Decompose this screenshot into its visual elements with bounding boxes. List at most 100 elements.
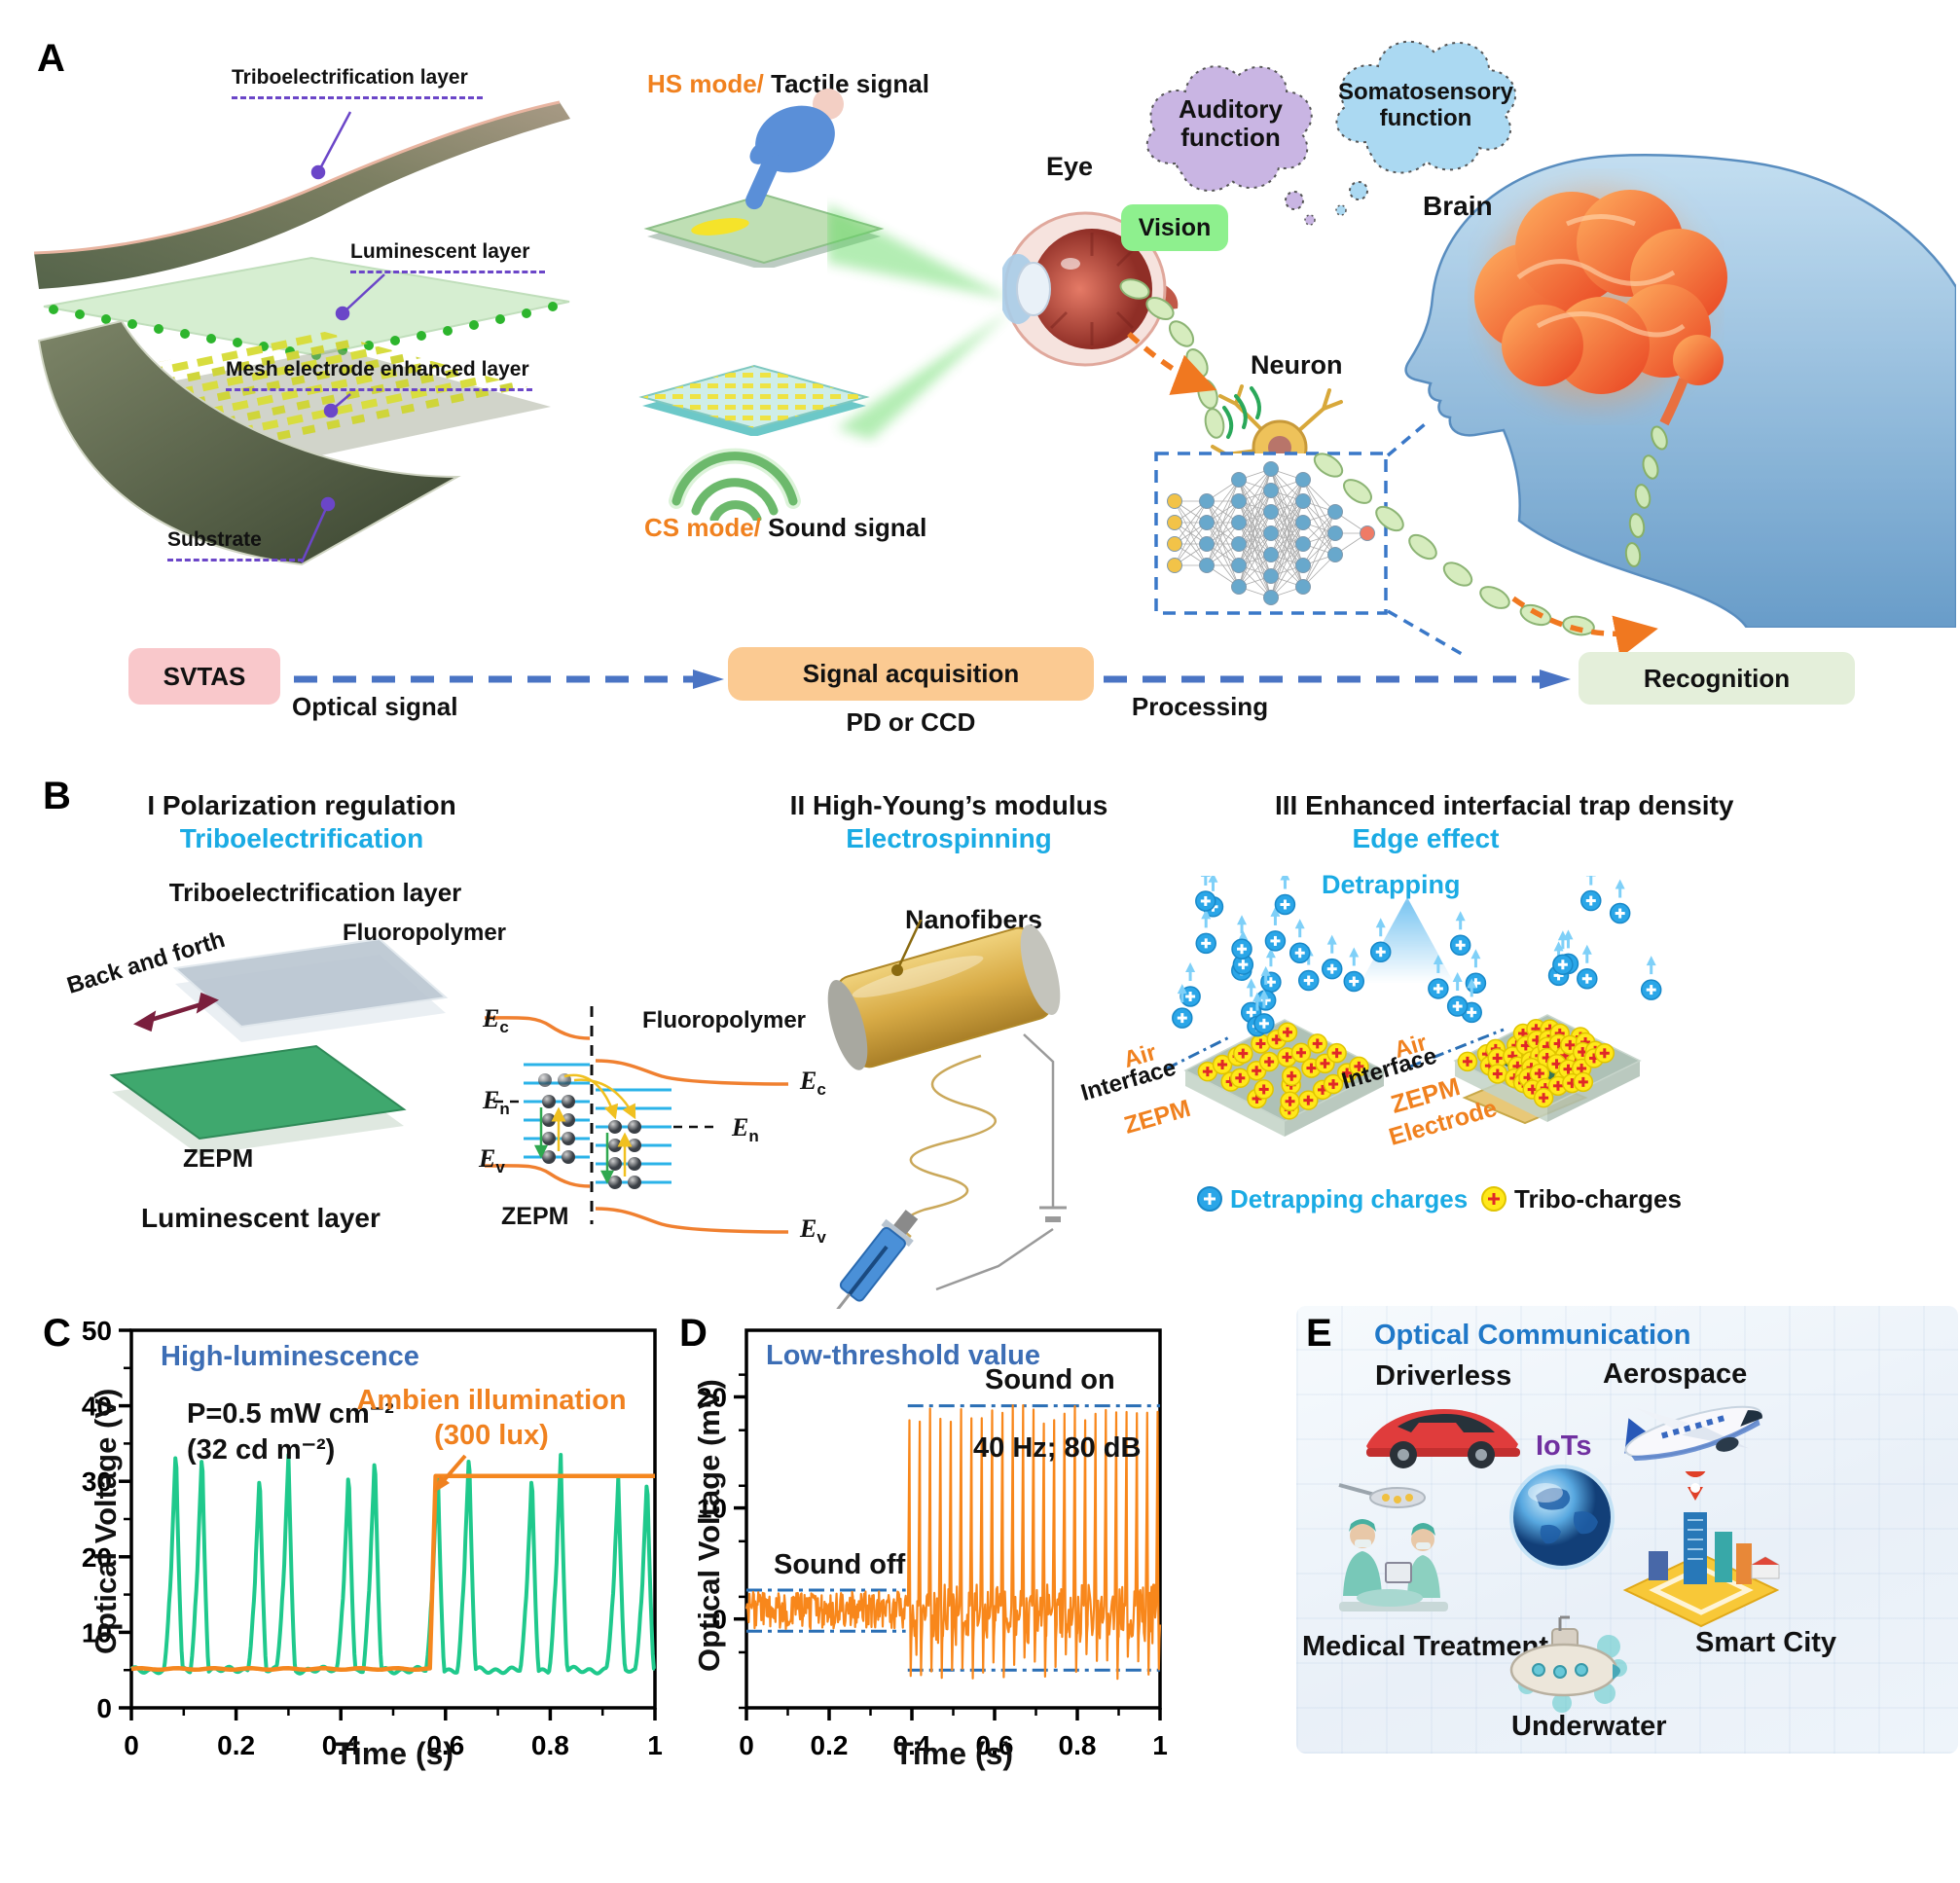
nerve-chain-neuron-body	[1313, 453, 1595, 636]
fluoropolymer-label: Fluoropolymer	[343, 920, 507, 946]
detrapping-charge	[1580, 876, 1602, 912]
tribo-charge	[1323, 1073, 1344, 1095]
luminescent-sheet	[43, 256, 570, 357]
nn-node	[1327, 525, 1343, 541]
tribo-charge	[1230, 1068, 1251, 1089]
y-tick-label: 0	[96, 1693, 112, 1723]
hs-mode-prefix: HS mode/	[647, 69, 764, 98]
detrapping-charge	[1180, 962, 1201, 1007]
y-tick-label: 10	[697, 1494, 727, 1524]
battery-symbol	[1039, 1206, 1067, 1222]
detrapping-charge	[1343, 947, 1365, 993]
flow-arrow-2	[1104, 670, 1571, 689]
brain-label: Brain	[1423, 191, 1493, 221]
zepm-slab	[109, 1044, 407, 1141]
tribo-charge	[1212, 1054, 1233, 1075]
detrapping-charge	[1449, 911, 1471, 957]
nn-node	[1295, 515, 1311, 530]
flow-signal-acquisition-box: Signal acquisition	[728, 647, 1094, 701]
detrapping-charge	[1552, 930, 1574, 975]
tribo-charge	[1281, 1066, 1302, 1087]
detrapping-charge	[1446, 972, 1469, 1017]
sound-pad-icon	[638, 364, 870, 436]
ec-left-label: Ec	[483, 1004, 509, 1036]
nn-node	[1231, 515, 1247, 530]
tribo-charge	[1533, 1087, 1554, 1108]
detrapping-charge	[1264, 906, 1287, 952]
chart-c-power-2: (32 cd m⁻²)	[187, 1434, 336, 1466]
chart-d-sound-on: Sound on	[985, 1364, 1115, 1395]
y-tick-label: 30	[82, 1467, 112, 1497]
detrapping-charge	[1253, 989, 1275, 1034]
x-tick-label: 0.6	[426, 1730, 464, 1760]
nn-node	[1263, 590, 1279, 605]
zepm-slab-electrode	[1409, 876, 1662, 1125]
circuit-wire	[935, 1033, 1055, 1291]
band-zepm-label: ZEPM	[501, 1203, 569, 1230]
detrapping-charge	[1577, 944, 1598, 990]
driverless-label: Driverless	[1375, 1360, 1512, 1392]
zepm-slab-plain	[1166, 876, 1392, 1137]
neuron-label: Neuron	[1251, 350, 1343, 380]
y-tick-label: 10	[82, 1617, 112, 1648]
x-tick-label: 0.6	[976, 1730, 1014, 1760]
nn-node	[1295, 558, 1311, 573]
series-ambient	[130, 1473, 655, 1673]
ec-right-label: Ec	[800, 1067, 826, 1099]
detrapping-charge	[1254, 965, 1277, 1011]
legend-detrapping-label: Detrapping charges	[1230, 1184, 1469, 1213]
sec1-title: I Polarization regulation	[147, 790, 456, 820]
panel-e-title: Optical Communication	[1374, 1320, 1691, 1351]
x-tick-label: 0.8	[1059, 1730, 1097, 1760]
sec3-subtitle: Edge effect	[1352, 823, 1500, 853]
flow-svtas-box: SVTAS	[128, 648, 280, 705]
device-exploded-view-icon	[33, 100, 570, 566]
fiber-spiral	[901, 1054, 997, 1239]
tribo-charge	[1277, 1022, 1298, 1042]
tribo-charge	[1251, 1033, 1271, 1054]
aerospace-label: Aerospace	[1603, 1358, 1748, 1390]
panel-c-label: C	[43, 1312, 71, 1355]
vision-badge: Vision	[1121, 204, 1228, 251]
nn-node	[1295, 472, 1311, 488]
nn-node	[1167, 536, 1182, 552]
nn-node	[1167, 558, 1182, 573]
ev-right-label: Ev	[800, 1214, 826, 1247]
nn-node	[1327, 547, 1343, 562]
en-left-label: En	[483, 1086, 510, 1118]
nerve-chain-eye-neuron	[1119, 278, 1225, 439]
x-tick-label: 0	[739, 1730, 754, 1760]
band-fluoropolymer-label: Fluoropolymer	[642, 1007, 807, 1033]
detrapping-charge	[1172, 984, 1193, 1029]
detrapping-charge	[1231, 915, 1252, 960]
nn-node	[1263, 461, 1279, 477]
layer-label-substrate: Substrate	[167, 528, 304, 561]
chart-d: 0 10 20 0 0.2 0.4 0.6 0.8 1	[697, 1328, 1168, 1760]
electrospinning-icon	[826, 920, 1067, 1309]
smart-city-label: Smart City	[1695, 1627, 1837, 1658]
panel-e-background	[1296, 1306, 1958, 1754]
nn-node	[1295, 579, 1311, 595]
tribo-charge	[1233, 1043, 1253, 1064]
y-tick-label: 50	[82, 1316, 112, 1346]
leader-lines	[300, 111, 385, 563]
nn-node	[1199, 493, 1215, 509]
tribo-charge	[1307, 1033, 1327, 1054]
layer-label-triboelectrification: Triboelectrification layer	[232, 66, 483, 99]
detrapping-charge	[1369, 918, 1392, 962]
sec1-subtitle: Triboelectrification	[179, 823, 424, 853]
nn-node	[1231, 558, 1247, 573]
nn-connector-bottom	[1387, 609, 1463, 656]
globe-icon	[1509, 1465, 1615, 1570]
flow-pd-ccd-label: PD or CCD	[846, 707, 976, 737]
detrapping-charge	[1321, 934, 1343, 980]
nn-node	[1199, 536, 1215, 552]
en-right-label: En	[732, 1113, 759, 1145]
nn-node	[1199, 558, 1215, 573]
x-tick-label: 1	[647, 1730, 663, 1760]
eye-icon	[1002, 211, 1179, 367]
plane-icon	[1624, 1405, 1762, 1462]
chart-c: 0 10 20 30 40 50 0 0.2 0.4 0.6 0.8 1	[82, 1316, 663, 1760]
detrapping-charge	[1274, 876, 1296, 916]
